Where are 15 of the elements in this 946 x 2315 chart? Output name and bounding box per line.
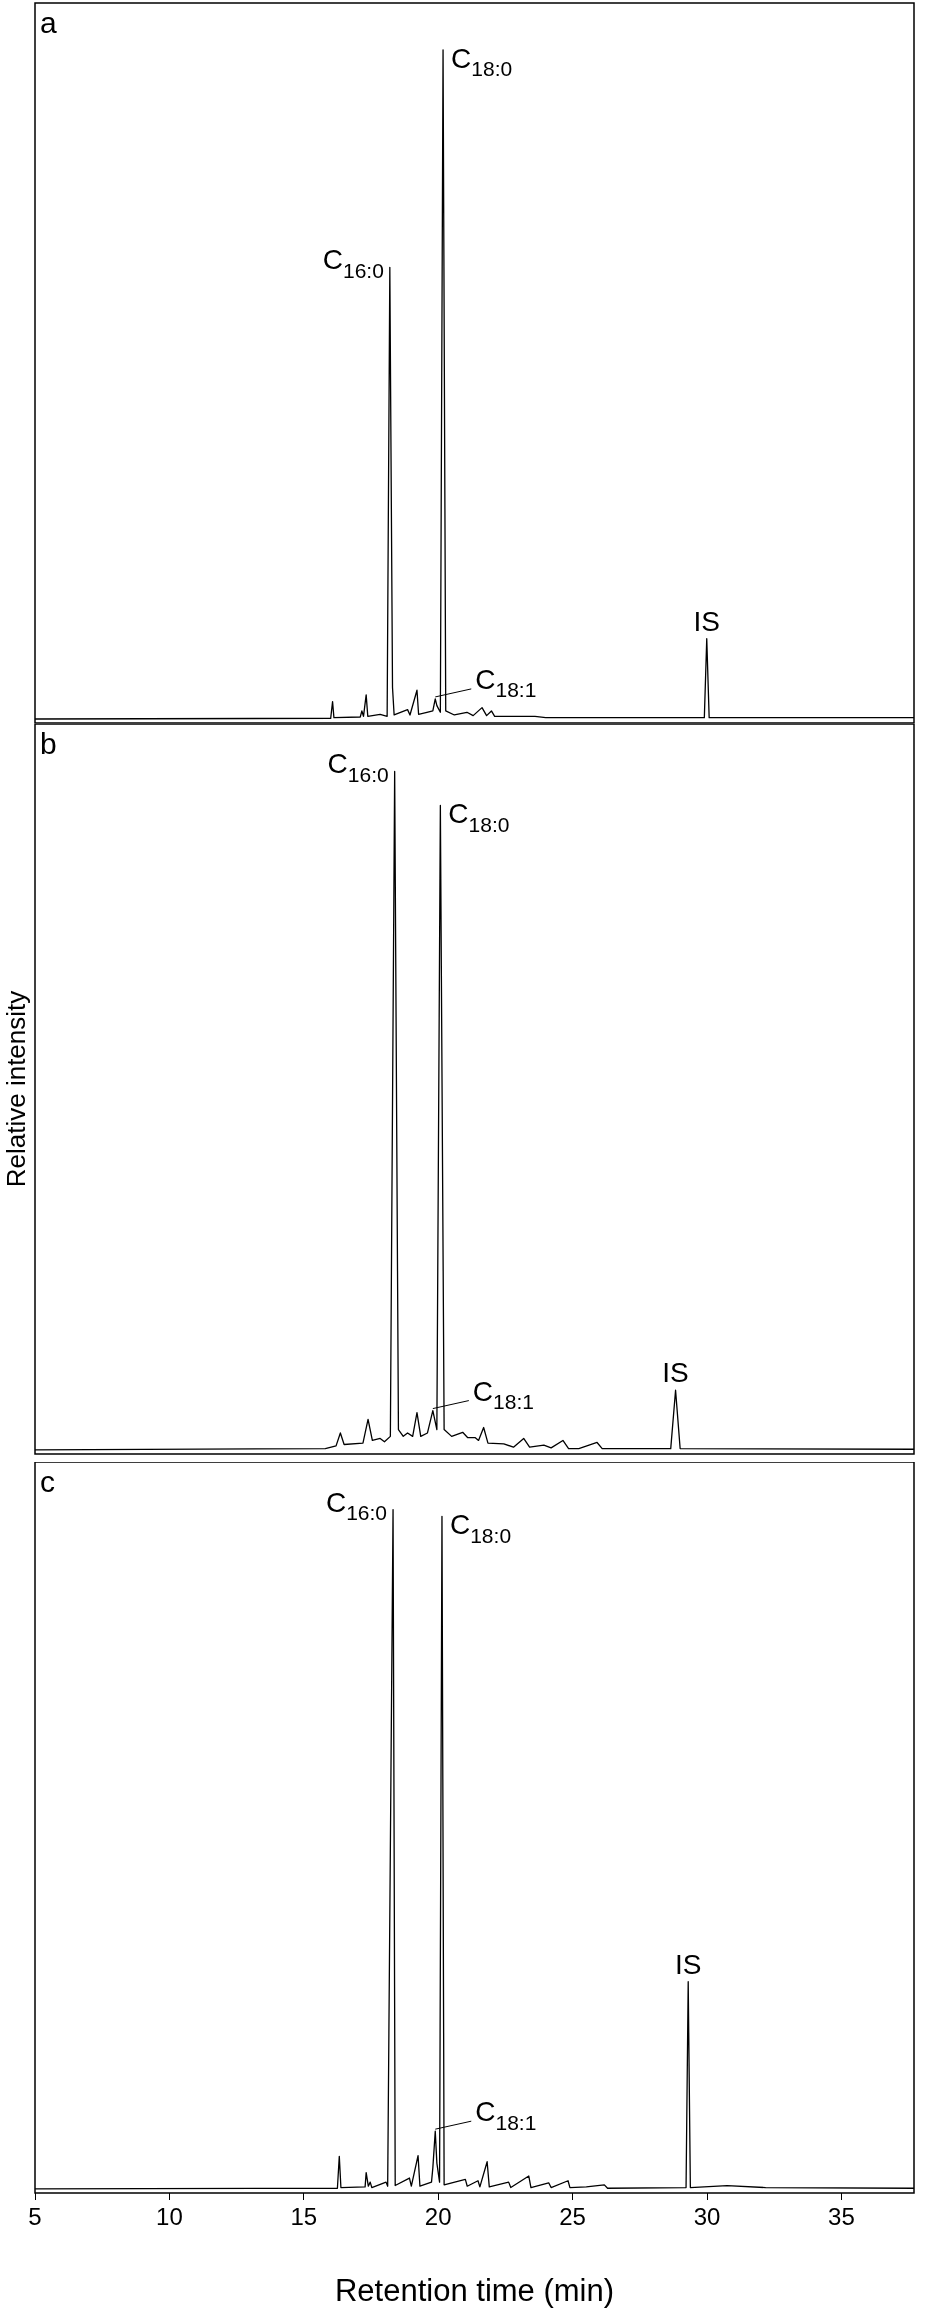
x-tick-label: 5 [28,2203,42,2231]
x-tick-label: 10 [156,2203,183,2231]
annotation: IS [662,1357,689,1389]
annotation: IS [693,605,720,637]
x-tick-label: 35 [828,2203,855,2231]
text: a [40,6,57,39]
x-tick-label: 30 [693,2203,721,2231]
x-tick-label: 20 [424,2203,452,2231]
x-tick-label: 25 [559,2203,586,2231]
y-axis-title: Relative intensity [0,990,31,1188]
x-axis-title: Retention time (min) [334,2272,615,2308]
x-tick-label: 15 [290,2203,318,2231]
annotation: IS [674,1948,702,1980]
text: c [40,1465,55,1498]
text: b [40,727,57,760]
